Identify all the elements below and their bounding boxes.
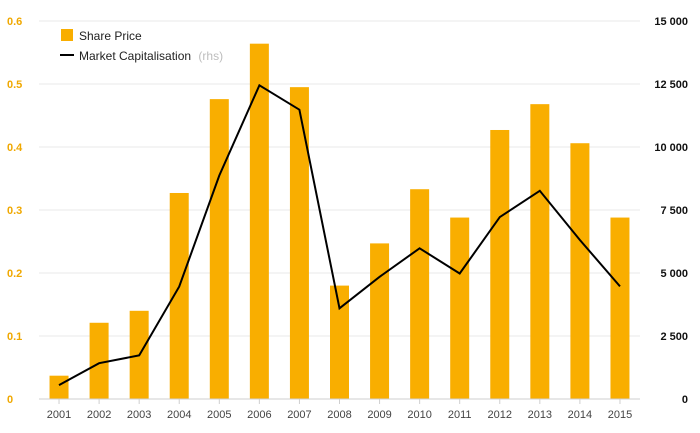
legend-swatch-share-price	[61, 29, 73, 41]
x-tick-label: 2001	[47, 409, 71, 421]
y-left-tick-label: 0.2	[7, 268, 22, 280]
line-layer	[58, 83, 621, 386]
y-right-tick-label: 5 000	[660, 268, 688, 280]
bar-share-price	[49, 375, 69, 399]
bar-share-price	[169, 192, 189, 399]
x-tick-label: 2009	[367, 409, 391, 421]
bar-share-price	[490, 129, 510, 400]
bar-share-price	[89, 322, 109, 399]
bar-share-price	[330, 285, 349, 399]
y-right-tick-label: 2 500	[660, 331, 688, 343]
legend: Share Price Market Capitalisation (rhs)	[60, 29, 223, 63]
x-tick-label: 2011	[448, 409, 472, 421]
y-left-tick-label: 0	[7, 394, 13, 406]
y-right-tick-label: 7 500	[660, 205, 688, 217]
bar-share-price	[289, 87, 309, 400]
bar-share-price	[370, 243, 390, 399]
y-right-tick-label: 0	[682, 394, 688, 406]
y-left-tick-label: 0.5	[7, 79, 22, 91]
x-tick-label: 2012	[488, 409, 512, 421]
x-tick-label: 2013	[528, 409, 552, 421]
bar-share-price	[410, 189, 430, 399]
y-right-tick-label: 10 000	[654, 142, 688, 154]
line-market-capitalisation	[58, 83, 621, 386]
bar-share-price	[450, 217, 470, 399]
bar-share-price	[209, 99, 229, 400]
x-tick-label: 2004	[167, 409, 191, 421]
x-tick-label: 2010	[407, 409, 431, 421]
y-right-tick-label: 15 000	[654, 16, 688, 28]
bars-layer	[49, 43, 630, 400]
bar-share-price	[530, 104, 550, 399]
x-tick-label: 2002	[87, 409, 111, 421]
x-tick-label: 2005	[207, 409, 231, 421]
x-tick-label: 2006	[247, 409, 271, 421]
x-tick-label: 2015	[608, 409, 632, 421]
x-tick-label: 2007	[287, 409, 311, 421]
bar-share-price	[249, 43, 269, 400]
legend-label-market-capitalisation: Market Capitalisation (rhs)	[79, 49, 223, 63]
y-right-tick-label: 12 500	[654, 79, 688, 91]
legend-label-share-price: Share Price	[79, 29, 142, 43]
bar-share-price	[610, 217, 630, 399]
legend-label-market-capitalisation-suffix: (rhs)	[198, 49, 223, 63]
x-tick-label: 2014	[568, 409, 592, 421]
axes-layer: 0 0.1 0.2 0.3 0.4 0.5 0.6 0 2 500 5 000 7 500 10 00…	[7, 16, 688, 421]
x-tick-label: 2003	[127, 409, 151, 421]
y-left-tick-label: 0.4	[7, 142, 23, 154]
y-left-tick-label: 0.6	[7, 16, 22, 28]
bar-share-price	[570, 143, 590, 399]
legend-label-market-capitalisation-main: Market Capitalisation	[79, 49, 191, 63]
x-tick-label: 2008	[327, 409, 351, 421]
y-left-tick-label: 0.3	[7, 205, 22, 217]
y-left-tick-label: 0.1	[7, 331, 22, 343]
